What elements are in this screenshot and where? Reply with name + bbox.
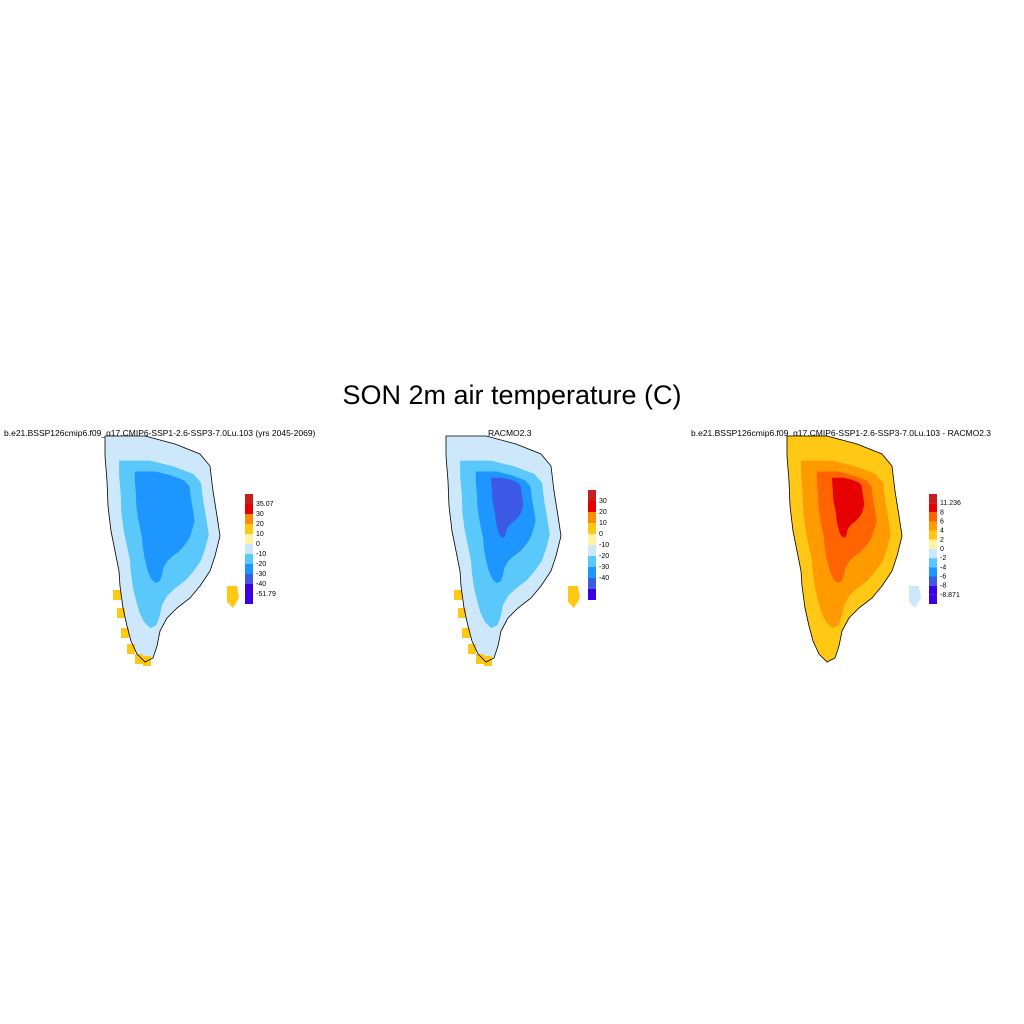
panel-1-colorbar-swatch — [245, 544, 253, 554]
panel-3-colorbar-swatch — [929, 530, 937, 540]
panel-1-coast-cell — [121, 628, 129, 638]
panel-2-colorbar-label: -10 — [599, 542, 609, 549]
panel-1-title: b.e21.BSSP126cmip6.f09_g17.CMIP6-SSP1-2.… — [4, 428, 316, 438]
panel-1-colorbar-swatch — [245, 594, 253, 604]
panel-3-colorbar-label: -4 — [940, 564, 946, 571]
panel-3-colorbar-label: 4 — [940, 528, 944, 535]
panel-3-colorbar-label: 11.236 — [940, 500, 961, 507]
panel-3-colorbar-swatch — [929, 558, 937, 568]
panel-3-colorbar-label: -8.871 — [940, 592, 960, 599]
panel-2-colorbar-label: 30 — [599, 498, 607, 505]
panel-1-map — [104, 435, 239, 666]
panel-3-colorbar-label: 2 — [940, 537, 944, 544]
panel-1-colorbar-label: 20 — [256, 521, 264, 528]
panel-3-colorbar-label: 6 — [940, 519, 944, 526]
panel-2-colorbar-label: 20 — [599, 509, 607, 516]
panel-3-colorbar: 11.236 8 6 4 2 0 -2 -4 -6 -8 -8.871 — [929, 494, 961, 604]
panel-1-colorbar-label: 35.07 — [256, 501, 274, 508]
panel-2-colorbar-swatch — [588, 567, 596, 578]
panel-1-colorbar-swatch — [245, 564, 253, 574]
panel-1-colorbar-swatch — [245, 534, 253, 544]
panel-1-colorbar-label: 10 — [256, 531, 264, 538]
panel-1-colorbar-swatch — [245, 494, 253, 504]
panel-1-coast-cell — [127, 644, 135, 654]
panel-1-coast-cell — [113, 590, 121, 600]
panel-2-colorbar-swatch — [588, 523, 596, 534]
panel-1-band-2 — [134, 471, 195, 584]
panel-2-colorbar-swatch — [588, 545, 596, 556]
panel-2-title: RACMO2.3 — [488, 428, 532, 438]
panel-3-colorbar-label: -6 — [940, 574, 946, 581]
panel-2-band-3 — [491, 477, 524, 538]
panel-3-island — [909, 586, 921, 608]
panel-1-colorbar-swatch — [245, 504, 253, 514]
panel-3-colorbar-swatch — [929, 521, 937, 531]
panel-2-colorbar-swatch — [588, 534, 596, 545]
panel-2-colorbar-swatch — [588, 501, 596, 512]
panel-3-band-3 — [832, 477, 865, 538]
panel-2-colorbar-label: -30 — [599, 564, 609, 571]
panel-2-colorbar: 30 20 10 0 -10 -20 -30 -40 — [588, 490, 609, 600]
panel-1-island — [227, 586, 239, 608]
panel-3-colorbar-swatch — [929, 512, 937, 522]
panel-3-colorbar-swatch — [929, 594, 937, 604]
panel-3-colorbar-swatch — [929, 576, 937, 586]
panel-2-colorbar-label: 10 — [599, 520, 607, 527]
panel-3-map — [786, 435, 921, 663]
panel-1-colorbar-swatch — [245, 584, 253, 594]
panel-2-colorbar-swatch — [588, 589, 596, 600]
panel-1-colorbar-label: -30 — [256, 571, 266, 578]
panel-1-colorbar-label: 0 — [256, 541, 260, 548]
panel-1-colorbar-swatch — [245, 554, 253, 564]
panel-3-colorbar-swatch — [929, 503, 937, 513]
panel-2-colorbar-swatch — [588, 512, 596, 523]
panel-2-coast-cell — [468, 644, 476, 654]
panel-3-colorbar-label: 0 — [940, 546, 944, 553]
panel-1-coast-cell — [135, 654, 143, 664]
panel-2-coast-cell — [462, 628, 470, 638]
panel-3-colorbar-swatch — [929, 585, 937, 595]
panel-1-colorbar-label: -51.79 — [256, 591, 276, 598]
panel-3-colorbar-swatch — [929, 567, 937, 577]
panel-1-colorbar-label: -10 — [256, 551, 266, 558]
panel-1-colorbar-swatch — [245, 524, 253, 534]
panel-2-map — [445, 435, 580, 666]
panel-2-colorbar-swatch — [588, 556, 596, 567]
panel-3-colorbar-label: 8 — [940, 509, 944, 516]
panel-2-coastline — [445, 435, 562, 663]
panel-2-colorbar-label: -40 — [599, 575, 609, 582]
panel-2-colorbar-swatch — [588, 578, 596, 589]
panel-1-coastline — [104, 435, 221, 663]
panel-3-coastline — [786, 435, 903, 663]
panel-2-island — [568, 586, 580, 608]
panel-3-title: b.e21.BSSP126cmip6.f09_g17.CMIP6-SSP1-2.… — [691, 428, 992, 438]
panel-1-coast-cell — [117, 608, 125, 618]
panel-3-colorbar-swatch — [929, 539, 937, 549]
panel-1-colorbar-swatch — [245, 574, 253, 584]
panel-3-colorbar-swatch — [929, 494, 937, 504]
panel-1-colorbar-label: 30 — [256, 511, 264, 518]
panel-3-colorbar-label: -2 — [940, 555, 946, 562]
panel-3-colorbar-label: -8 — [940, 583, 946, 590]
panel-1-colorbar: 35.07 30 20 10 0 -10 -20 -30 -40 -51.79 — [245, 494, 276, 604]
panel-1-colorbar-label: -20 — [256, 561, 266, 568]
panel-1-colorbar-label: -40 — [256, 581, 266, 588]
panel-2-colorbar-label: 0 — [599, 531, 603, 538]
panel-2-colorbar-label: -20 — [599, 553, 609, 560]
panel-3-colorbar-swatch — [929, 549, 937, 559]
figure-title: SON 2m air temperature (C) — [342, 380, 682, 410]
panel-2-coast-cell — [458, 608, 466, 618]
panel-2-colorbar-swatch — [588, 490, 596, 501]
panel-1-colorbar-swatch — [245, 514, 253, 524]
panel-2-coast-cell — [476, 654, 484, 664]
panel-2-coast-cell — [454, 590, 462, 600]
